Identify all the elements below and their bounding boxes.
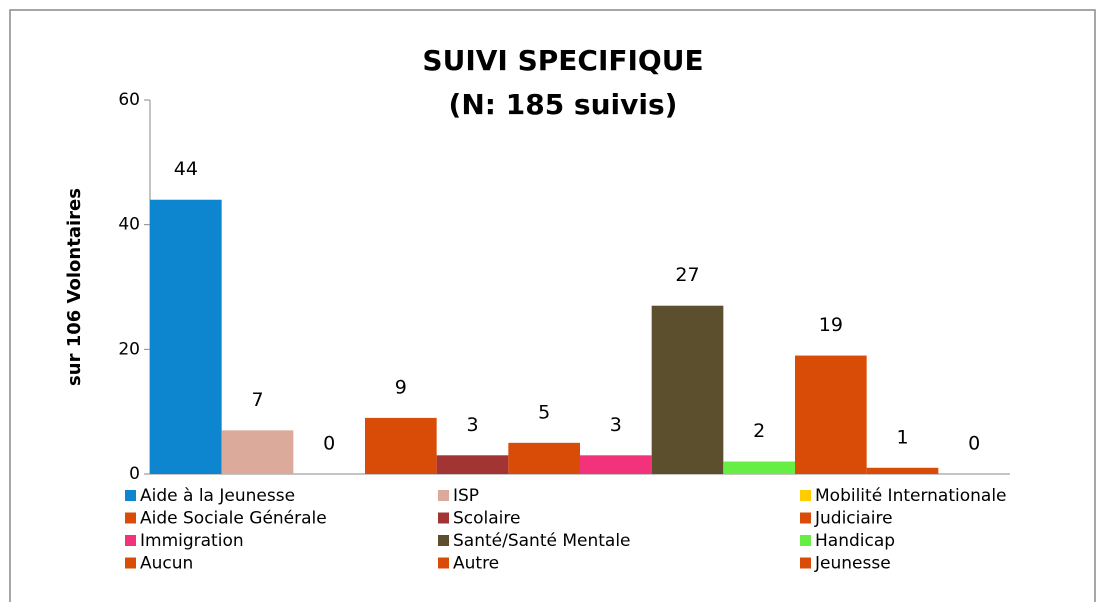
legend-swatch (125, 512, 136, 524)
value-label: 9 (395, 376, 407, 398)
legend-swatch (125, 557, 136, 569)
value-label: 27 (675, 264, 699, 286)
legend-label: Aide Sociale Générale (140, 509, 327, 529)
value-label: 7 (251, 389, 263, 411)
legend-swatch (438, 512, 449, 524)
value-label: 1 (896, 426, 908, 448)
legend-label: ISP (453, 486, 479, 506)
value-label: 19 (819, 314, 843, 336)
legend-swatch (438, 490, 449, 501)
legend-label: Immigration (140, 531, 244, 551)
y-tick-label: 60 (118, 90, 140, 110)
legend-swatch (125, 490, 136, 501)
chart-subtitle: (N: 185 suivis) (449, 88, 678, 121)
legend-swatch (125, 535, 136, 546)
bar (651, 305, 724, 474)
bar (723, 461, 795, 474)
value-label: 3 (610, 414, 622, 436)
bar (221, 430, 294, 474)
bar (436, 455, 509, 474)
legend-label: Aucun (140, 554, 193, 574)
legend-label: Aide à la Jeunesse (140, 486, 295, 506)
y-tick-label: 0 (129, 464, 140, 484)
legend-label: Jeunesse (814, 554, 891, 574)
y-tick-label: 40 (118, 215, 140, 235)
bar (508, 442, 580, 474)
legend-label: Autre (453, 554, 499, 574)
legend-swatch (800, 490, 811, 501)
value-label: 3 (466, 414, 478, 436)
bar (795, 355, 867, 474)
bar (365, 417, 437, 474)
chart-title: SUIVI SPECIFIQUE (422, 44, 703, 77)
value-label: 2 (753, 420, 765, 442)
bar (866, 467, 939, 474)
value-label: 44 (174, 158, 198, 180)
legend-swatch (800, 557, 811, 569)
y-tick-label: 20 (118, 339, 140, 359)
bar (150, 199, 222, 474)
legend-swatch (438, 535, 449, 546)
value-label: 5 (538, 401, 550, 423)
legend-swatch (438, 557, 449, 569)
value-label: 0 (968, 433, 980, 455)
y-axis-label: sur 106 Volontaires (64, 188, 85, 386)
legend-label: Scolaire (453, 509, 520, 529)
value-label: 0 (323, 433, 335, 455)
legend-label: Santé/Santé Mentale (453, 531, 631, 551)
legend-label: Handicap (815, 531, 895, 551)
legend-label: Mobilité Internationale (815, 486, 1007, 506)
legend-swatch (800, 512, 811, 524)
bar (580, 455, 652, 474)
legend-label: Judiciaire (814, 509, 893, 529)
legend-swatch (800, 535, 811, 546)
